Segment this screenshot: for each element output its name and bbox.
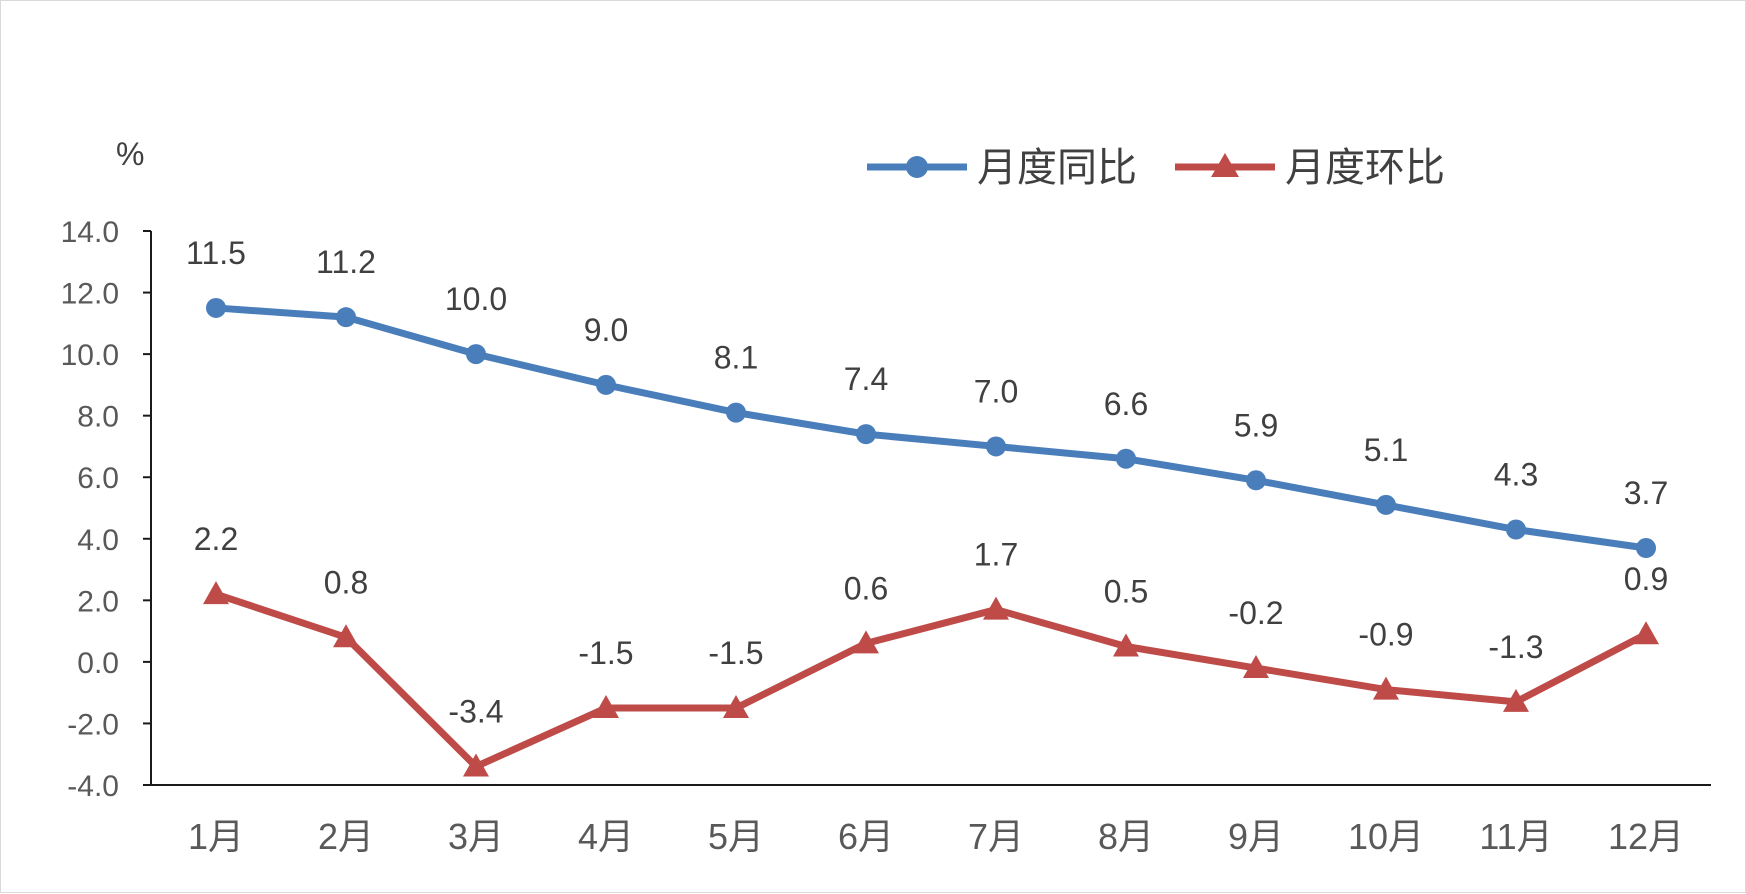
data-label: 0.8	[324, 564, 368, 600]
data-label: 2.2	[194, 521, 238, 557]
data-label: -0.9	[1358, 617, 1413, 653]
x-tick-label: 10月	[1348, 816, 1424, 857]
axes: 14.0 12.0 10.0 8.0 6.0 4.0 2.0 0.0 -2.0 -4.0 1月 2月 3…	[61, 216, 1711, 857]
legend: 月度同比 月度环比	[867, 145, 1445, 191]
data-label: 1.7	[974, 537, 1018, 573]
y-tick-label: 4.0	[77, 524, 119, 557]
data-point-marker	[463, 753, 489, 777]
x-tick-label: 6月	[838, 816, 894, 857]
x-tick-label: 9月	[1228, 816, 1284, 857]
data-label: -1.5	[708, 635, 763, 671]
data-point-marker	[1243, 655, 1269, 679]
legend-marker	[906, 156, 928, 178]
data-point-marker	[203, 581, 229, 605]
y-tick-label: 6.0	[77, 462, 119, 495]
data-label: -1.3	[1488, 629, 1543, 665]
data-label: 7.0	[974, 373, 1018, 409]
data-label: 11.2	[316, 244, 376, 280]
data-label: 4.3	[1494, 457, 1538, 493]
x-tick-label: 7月	[968, 816, 1024, 857]
data-label: 0.6	[844, 570, 888, 606]
data-label: 0.9	[1624, 561, 1668, 597]
data-point-marker	[1373, 676, 1399, 700]
data-point-marker	[596, 374, 616, 395]
x-tick-label: 1月	[188, 816, 244, 857]
x-tick-label: 12月	[1608, 816, 1684, 857]
data-point-marker	[723, 695, 749, 719]
y-tick-label: 8.0	[77, 401, 119, 434]
data-point-marker	[336, 307, 356, 328]
data-point-marker	[593, 695, 619, 719]
data-label: 3.7	[1624, 475, 1668, 511]
data-label: -3.4	[448, 694, 503, 730]
data-point-marker	[726, 402, 746, 423]
data-point-marker	[1636, 538, 1656, 559]
data-point-marker	[206, 297, 226, 318]
data-label: 5.9	[1234, 407, 1278, 443]
legend-item: 月度环比	[1175, 145, 1445, 191]
x-tick-label: 4月	[578, 816, 634, 857]
x-tick-label: 2月	[318, 816, 374, 857]
y-tick-label: 0.0	[77, 647, 119, 680]
legend-item: 月度同比	[867, 145, 1137, 191]
data-point-marker	[1506, 519, 1526, 540]
x-tick-label: 8月	[1098, 816, 1154, 857]
series-2: 2.2 0.8 -3.4 -1.5 -1.5 0.6 1.7 0.5 -0.2 -0.9 -1.3 0…	[194, 521, 1668, 777]
legend-marker	[1211, 153, 1239, 177]
y-axis-unit-label: %	[116, 136, 144, 172]
series-line	[212, 304, 1650, 552]
data-label: 6.6	[1104, 386, 1148, 422]
data-point-marker	[333, 624, 359, 648]
legend-label: 月度环比	[1285, 145, 1445, 191]
y-tick-label: 14.0	[61, 216, 119, 249]
series-line	[212, 590, 1650, 771]
data-label: -0.2	[1228, 595, 1283, 631]
data-point-marker	[466, 344, 486, 365]
data-label: -1.5	[578, 635, 633, 671]
series-layer: 11.5 11.2 10.0 9.0 8.1 7.4 7.0 6.6 5.9 5.1 4.3 3.7 2…	[186, 235, 1668, 777]
y-tick-label: 2.0	[77, 585, 119, 618]
data-point-marker	[1633, 621, 1659, 645]
data-point-marker	[1376, 494, 1396, 515]
y-tick-label: -2.0	[67, 708, 119, 741]
data-point-marker	[853, 630, 879, 654]
data-point-marker	[1503, 688, 1529, 712]
data-label: 9.0	[584, 312, 628, 348]
x-tick-label: 11月	[1479, 816, 1552, 857]
data-label: 7.4	[844, 361, 888, 397]
data-point-marker	[983, 596, 1009, 620]
legend-label: 月度同比	[977, 145, 1137, 191]
x-tick-label: 5月	[708, 816, 764, 857]
data-label: 5.1	[1364, 432, 1408, 468]
data-point-marker	[1116, 448, 1136, 469]
data-point-marker	[856, 424, 876, 445]
y-tick-label: -4.0	[67, 770, 119, 803]
y-tick-label: 12.0	[61, 278, 119, 311]
data-label: 10.0	[445, 281, 507, 317]
data-point-marker	[986, 436, 1006, 457]
data-label: 0.5	[1104, 574, 1148, 610]
data-point-marker	[1113, 633, 1139, 657]
data-point-marker	[1246, 470, 1266, 491]
y-tick-label: 10.0	[61, 339, 119, 372]
data-label: 8.1	[714, 340, 758, 376]
series-1: 11.5 11.2 10.0 9.0 8.1 7.4 7.0 6.6 5.9 5.1 4.3 3.7	[186, 235, 1668, 559]
x-tick-label: 3月	[448, 816, 504, 857]
data-label: 11.5	[186, 235, 246, 271]
